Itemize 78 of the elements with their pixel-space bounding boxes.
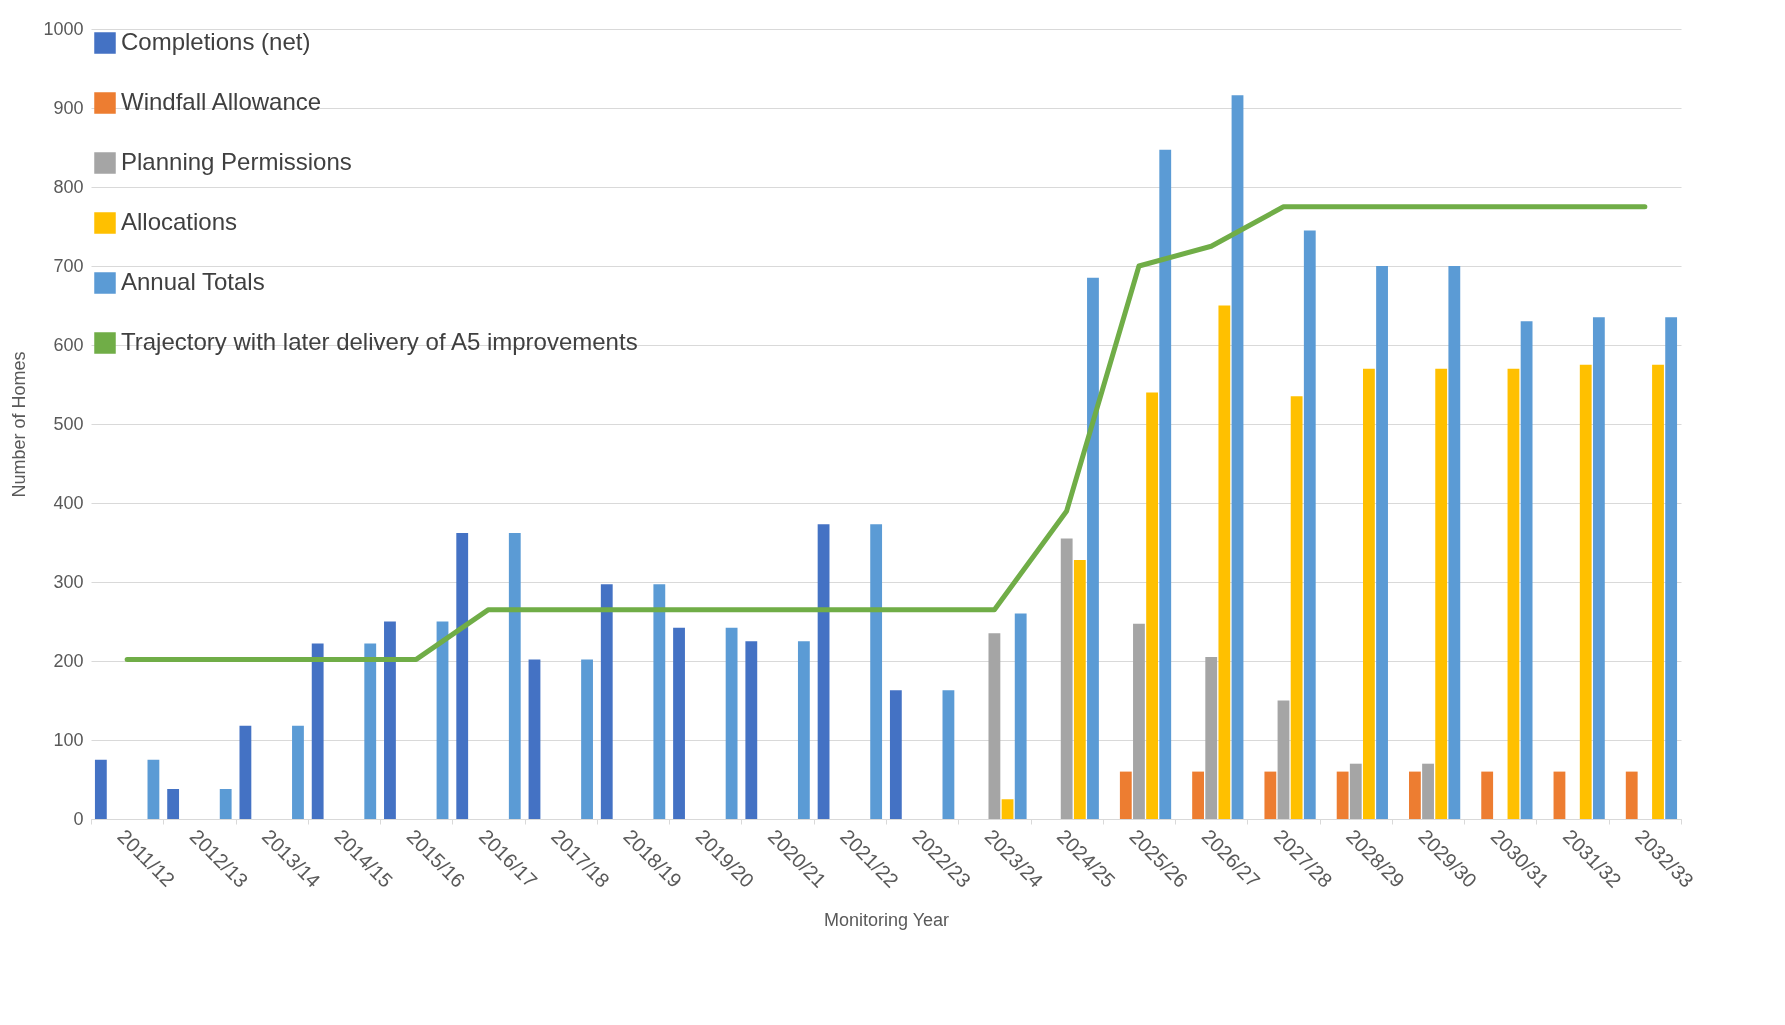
bar	[94, 759, 107, 819]
bar	[1277, 700, 1290, 819]
y-tick-label: 300	[53, 571, 84, 592]
y-tick-label: 1000	[43, 18, 84, 39]
bar	[1303, 230, 1316, 819]
bar	[239, 725, 252, 819]
bar	[219, 788, 232, 819]
bar	[1553, 771, 1566, 819]
legend-label: Trajectory with later delivery of A5 improvements	[121, 328, 638, 355]
bar	[797, 641, 810, 819]
bar	[1192, 771, 1204, 819]
y-tick-label: 100	[53, 729, 84, 750]
bar	[1218, 305, 1231, 819]
bar	[889, 690, 902, 819]
x-axis-title: Monitoring Year	[823, 909, 950, 930]
bar	[653, 584, 666, 819]
bar	[1363, 368, 1375, 819]
bar	[870, 524, 883, 819]
bar	[1520, 321, 1533, 819]
bar	[292, 725, 304, 819]
y-tick-label: 900	[53, 97, 84, 118]
bar	[1060, 538, 1073, 819]
y-tick-label: 200	[53, 650, 84, 671]
bar	[581, 659, 593, 819]
bar	[1205, 657, 1218, 819]
bar	[528, 659, 541, 819]
bar	[1264, 771, 1277, 819]
bar	[311, 643, 324, 819]
bar	[167, 788, 180, 819]
bar	[1652, 364, 1664, 819]
bar	[1146, 392, 1159, 819]
bar	[745, 641, 758, 819]
bar	[988, 633, 1001, 819]
bar	[1448, 266, 1461, 819]
y-tick-label: 0	[73, 808, 84, 829]
legend-label: Annual Totals	[121, 268, 265, 295]
bar	[436, 621, 449, 819]
bar	[1087, 277, 1099, 819]
legend-label: Completions (net)	[121, 28, 311, 55]
y-axis-title: Number of Homes	[9, 351, 30, 498]
bar	[1665, 317, 1678, 819]
bar	[725, 627, 738, 819]
bar	[1625, 771, 1638, 819]
y-tick-label: 500	[53, 413, 84, 434]
bar	[1422, 763, 1434, 819]
bar	[1481, 771, 1494, 819]
bar	[817, 524, 830, 819]
legend-label: Windfall Allowance	[121, 88, 322, 115]
y-tick-label: 600	[53, 334, 84, 355]
bar	[1159, 149, 1172, 819]
bar	[1001, 799, 1014, 819]
y-tick-label: 700	[53, 255, 84, 276]
bar	[673, 627, 685, 819]
bar	[1507, 368, 1520, 819]
bar	[1579, 364, 1592, 819]
bar	[456, 533, 469, 819]
bar	[1119, 771, 1132, 819]
bar	[1349, 763, 1362, 819]
bar	[508, 533, 521, 819]
y-tick-label: 400	[53, 492, 84, 513]
bar	[1014, 613, 1027, 819]
bar	[1231, 95, 1244, 819]
y-tick-label: 800	[53, 176, 84, 197]
bar	[1592, 317, 1605, 819]
legend-label: Allocations	[121, 208, 238, 235]
bar	[147, 759, 160, 819]
bar	[942, 690, 955, 819]
bar	[1408, 771, 1421, 819]
bar	[1376, 266, 1388, 819]
bar	[600, 584, 613, 819]
bar	[364, 643, 377, 819]
bar	[1073, 559, 1086, 819]
bar	[1133, 623, 1145, 819]
bar	[1290, 396, 1303, 819]
bar	[384, 621, 396, 819]
legend-label: Planning Permissions	[121, 148, 352, 175]
bar	[1435, 368, 1448, 819]
bar	[1336, 771, 1349, 819]
